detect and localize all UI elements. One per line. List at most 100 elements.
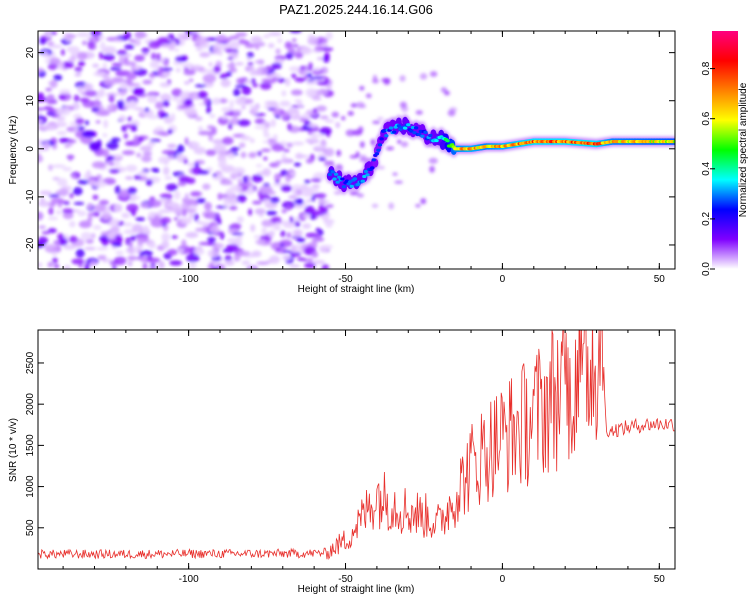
noise-blob	[161, 72, 171, 77]
noise-blob	[203, 97, 209, 106]
noise-blob	[237, 250, 251, 257]
noise-blob	[173, 190, 181, 200]
noise-blob	[415, 110, 423, 115]
noise-blob	[263, 156, 268, 161]
noise-blob	[49, 44, 63, 49]
noise-blob	[47, 228, 57, 234]
noise-blob	[178, 105, 191, 109]
signal-core-blob	[434, 138, 439, 143]
noise-blob	[341, 116, 346, 121]
noise-blob	[359, 154, 367, 159]
noise-blob	[267, 43, 275, 49]
noise-blob	[227, 56, 234, 60]
noise-blob	[377, 165, 385, 170]
noise-blob	[38, 211, 44, 221]
noise-blob	[392, 172, 398, 176]
noise-blob	[289, 171, 296, 177]
noise-blob	[148, 242, 157, 249]
noise-blob	[295, 204, 305, 209]
spectrogram-frame	[37, 30, 676, 270]
noise-blob	[38, 107, 46, 111]
noise-blob	[110, 225, 120, 234]
noise-blob	[268, 230, 275, 238]
noise-blob	[160, 209, 168, 214]
noise-blob	[282, 250, 294, 254]
noise-blob	[306, 140, 320, 144]
noise-blob	[183, 159, 188, 165]
colorbar-tick-label: 0.6	[701, 111, 712, 125]
signal-core-blob	[672, 139, 675, 144]
noise-blob	[315, 133, 325, 138]
noise-blob	[325, 221, 333, 228]
noise-blob	[269, 218, 280, 222]
snr-xtick-label: -100	[179, 574, 199, 585]
noise-blob	[42, 51, 49, 58]
noise-blob	[211, 126, 217, 136]
noise-blob	[286, 142, 293, 148]
noise-blob	[76, 51, 88, 61]
noise-blob	[195, 46, 203, 52]
noise-blob	[69, 220, 76, 228]
noise-blob	[145, 179, 153, 186]
snr-ytick-label: 2000	[25, 393, 36, 416]
signal-core-blob	[420, 134, 425, 138]
colorbar: 0.0 0.2 0.4 0.6 0.8 Normalized spectral ampl…	[701, 31, 749, 276]
signal-core-blob	[330, 170, 336, 174]
noise-blob	[257, 59, 265, 65]
noise-blob	[159, 112, 170, 118]
noise-blob	[95, 110, 110, 117]
noise-blob	[240, 151, 247, 159]
noise-blob	[111, 62, 122, 67]
noise-blob	[127, 116, 132, 122]
noise-blob	[38, 143, 43, 147]
noise-blob	[72, 187, 83, 196]
noise-blob	[229, 205, 238, 211]
noise-blob	[293, 162, 302, 167]
noise-blob	[149, 60, 160, 69]
snr-ytick-label: 1500	[25, 434, 36, 457]
noise-blob	[280, 109, 285, 115]
noise-blob	[160, 93, 172, 102]
noise-blob	[80, 231, 92, 241]
noise-blob	[118, 56, 125, 66]
noise-blob	[162, 100, 170, 107]
noise-blob	[71, 258, 85, 265]
noise-blob	[76, 31, 90, 38]
noise-blob	[399, 75, 406, 82]
noise-blob	[196, 221, 204, 225]
noise-blob	[381, 77, 391, 83]
noise-blob	[113, 203, 123, 213]
noise-blob	[187, 112, 198, 116]
noise-blob	[248, 104, 261, 109]
noise-blob	[42, 141, 51, 150]
noise-blob	[324, 160, 330, 167]
noise-blob	[246, 56, 252, 61]
noise-blob	[319, 199, 331, 204]
noise-blob	[325, 31, 333, 40]
noise-blob	[52, 257, 58, 264]
noise-blob	[297, 257, 306, 261]
noise-blob	[279, 101, 291, 107]
noise-blob	[101, 211, 112, 221]
noise-blob	[333, 191, 342, 195]
noise-blob	[170, 113, 176, 122]
noise-blob	[92, 63, 100, 68]
noise-blob	[127, 255, 138, 261]
noise-blob	[294, 77, 306, 83]
noise-blob	[176, 153, 184, 162]
noise-blob	[140, 202, 150, 209]
noise-blob	[256, 261, 270, 265]
noise-blob	[73, 94, 80, 103]
noise-blob	[186, 253, 200, 263]
noise-blob	[140, 250, 153, 256]
noise-blob	[316, 105, 327, 112]
noise-blob	[229, 67, 238, 73]
noise-blob	[217, 217, 222, 225]
spectrogram-ytick-label: 0	[25, 146, 36, 152]
noise-blob	[312, 260, 326, 265]
noise-blob	[177, 181, 187, 187]
noise-blob	[429, 71, 438, 77]
noise-blob	[280, 220, 291, 225]
noise-blob	[288, 66, 301, 72]
